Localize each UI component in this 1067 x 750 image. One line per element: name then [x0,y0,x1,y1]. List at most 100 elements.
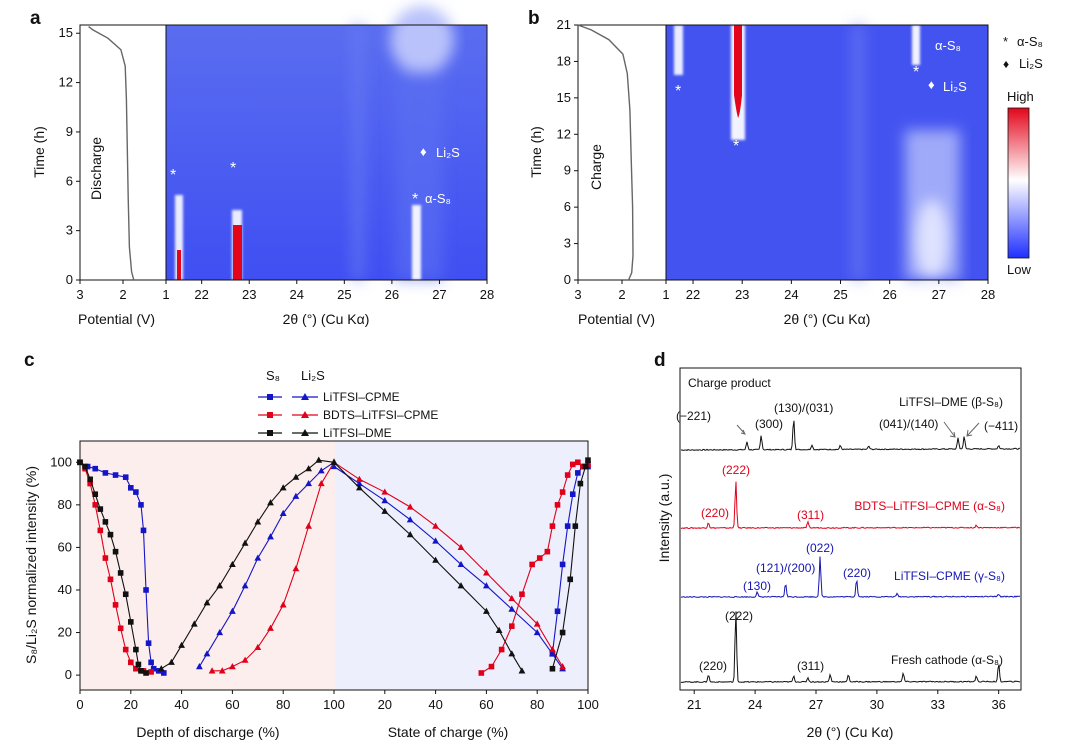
series-line-1 [198,461,335,667]
series-7-point-12 [569,461,576,468]
theta-tick-label-0: 22 [686,287,700,302]
series-2-point-7 [508,605,516,612]
panel-a-theta-label: 2θ (°) (Cu Kα) [283,311,370,327]
series-0-point-13 [150,665,157,672]
series-4-point-3 [92,502,99,508]
series-6-point-1 [356,475,363,482]
series-5-point-0 [208,667,216,674]
series-10-point-8 [508,650,516,657]
panel-d-ylabel: Intensity (a.u.) [656,474,672,563]
peak-dme-300: (300) [755,417,783,431]
peak-dme-221: (−221) [676,409,711,423]
panel-a-diamond: ♦ [420,144,427,159]
series-5-point-8 [305,522,312,529]
series-5-point-9 [317,479,325,487]
series-3-point-5 [575,470,581,476]
series-9-point-9 [267,499,274,506]
xrd-trace-3 [680,611,1021,684]
panel-c-right-xlabel: State of charge (%) [388,724,509,740]
panel-b-peak-21-7 [674,25,683,75]
series-7-point-1 [488,663,495,670]
peak-fresh-220: (220) [699,659,727,673]
c-ytick-label-0: 0 [65,667,72,682]
series-11-point-0 [549,665,556,672]
peak-bdts-222: (222) [722,463,750,477]
potential-tick-label-0: 3 [76,287,83,302]
legend-alpha-s8: α-S₈ [1017,34,1043,49]
colorbar-low: Low [1007,262,1031,277]
series-9-point-5 [216,582,224,589]
panel-b-li2s-glow [916,200,948,280]
series-7-point-8 [549,523,556,529]
series-1-point-5 [254,554,262,561]
time-tick-label-2: 6 [66,173,73,188]
panel-a-li2s-glow [390,6,454,74]
series-1-point-9 [305,479,312,487]
series-8-point-12 [135,661,142,668]
c-xtick-label-1: 20 [124,697,138,712]
series-7-point-10 [559,489,566,495]
legend-marker-s8-1 [267,412,273,418]
panel-b-diamond: ♦ [928,77,935,92]
c-xtick-label-2: 40 [174,697,188,712]
series-3-point-2 [559,561,566,568]
time-tick-label-5: 15 [557,90,571,105]
theta-tick-label-5: 27 [932,287,946,302]
panel-b-star-2: * [733,138,739,155]
d-xtick-label-4: 33 [931,697,945,712]
series-4-point-9 [122,646,129,653]
series-3-point-3 [564,523,571,529]
panel-a-peak-21-7-white [175,195,183,280]
panel-d-xlabel: 2θ (°) (Cu Kα) [807,724,894,740]
series-5-point-2 [229,662,236,670]
series-2-point-1 [356,479,363,487]
time-tick-label-0: 0 [66,272,73,287]
series-7-point-3 [509,623,515,629]
series-9-point-0 [157,665,165,672]
time-tick-label-5: 15 [59,25,73,40]
panel-a-peak-21-7-red [177,250,181,280]
panel-a-potential-label: Potential (V) [78,311,155,327]
theta-tick-label-4: 26 [385,287,399,302]
series-10-point-2 [381,507,389,514]
time-tick-label-1: 3 [66,223,73,238]
series-4-point-13 [148,669,154,675]
series-6-point-4 [432,522,439,529]
series-7-point-2 [498,646,505,653]
theta-tick-label-3: 25 [337,287,351,302]
theta-tick-label-1: 23 [735,287,749,302]
theta-tick-label-5: 27 [432,287,446,302]
legend-marker-li2s-0 [301,393,309,400]
series-9-point-7 [241,539,249,546]
series-10-point-4 [432,556,439,563]
series-1-point-1 [203,650,211,657]
series-6-point-7 [508,594,516,602]
time-tick-label-3: 9 [66,124,73,139]
series-9-point-12 [305,465,312,472]
series-8-point-11 [133,646,139,653]
series-11-point-2 [567,576,574,583]
potential-tick-label-1: 2 [119,287,126,302]
peak-cpme-130: (130) [743,579,771,593]
c-xtick-label-10: 100 [577,697,599,712]
xrd-trace-2 [680,556,1021,599]
series-5-point-4 [254,643,262,651]
series-0-point-4 [112,472,119,478]
series-10-point-3 [406,531,414,538]
series-10-point-5 [457,582,465,589]
series-9-point-1 [168,658,175,665]
peak-dme-130-031: (130)/(031) [774,401,833,415]
legend-li2s: Li₂S [1019,56,1043,71]
time-tick-label-0: 0 [564,272,571,287]
d-xtick-label-3: 30 [870,697,884,712]
panel-a-potential-frame [79,24,167,281]
xrd-trace-0 [680,420,1021,451]
theta-tick-label-6: 28 [981,287,995,302]
series-1-point-0 [195,662,203,670]
series-10-point-7 [495,626,503,634]
panel-a-alpha-s8-label: α-S₈ [425,191,451,206]
panel-c-ylabel: S₈/Li₂S normalized intensity (%) [23,466,39,664]
d-xtick-label-2: 27 [809,697,823,712]
